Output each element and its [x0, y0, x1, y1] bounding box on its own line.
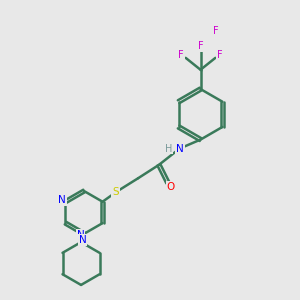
Text: F: F — [178, 50, 184, 60]
Text: O: O — [167, 182, 175, 192]
Text: S: S — [112, 187, 119, 196]
Text: F: F — [217, 50, 223, 60]
Text: H: H — [165, 143, 172, 154]
Text: N: N — [79, 235, 86, 245]
Text: N: N — [176, 143, 184, 154]
Text: N: N — [58, 195, 66, 205]
Text: F: F — [198, 41, 203, 51]
Text: N: N — [76, 230, 84, 240]
Text: F: F — [213, 26, 218, 36]
